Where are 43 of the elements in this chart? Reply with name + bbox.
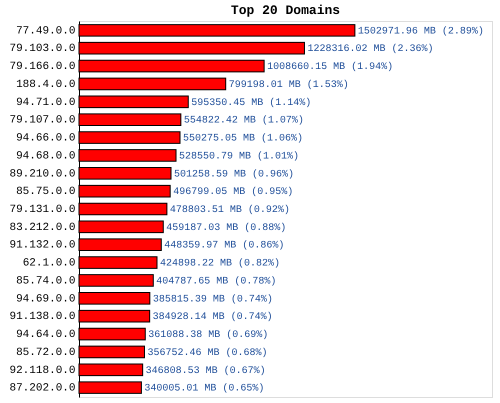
data-label: 361088.38 MB (0.69%) — [148, 329, 268, 342]
data-label: 1008660.15 MB (1.94%) — [267, 61, 394, 74]
y-tick-label: 77.49.0.0 — [16, 25, 76, 38]
y-tick-label: 83.212.0.0 — [9, 222, 76, 234]
data-label: 496799.05 MB (0.95%) — [173, 186, 294, 198]
y-tick-label: 92.118.0.0 — [9, 364, 76, 377]
y-tick-label: 94.68.0.0 — [16, 150, 76, 162]
data-label: 501258.59 MB (0.96%) — [174, 168, 294, 180]
data-label: 478803.51 MB (0.92%) — [170, 204, 290, 216]
data-label: 550275.05 MB (1.06%) — [183, 132, 304, 145]
y-tick-label: 89.210.0.0 — [9, 168, 76, 180]
chart-title: Top 20 Domains — [230, 3, 340, 18]
data-label: 459187.03 MB (0.88%) — [166, 222, 286, 234]
y-tick-label: 79.103.0.0 — [9, 43, 76, 56]
y-tick-label: 85.75.0.0 — [16, 186, 76, 198]
data-label: 404787.65 MB (0.78%) — [156, 275, 276, 288]
data-label: 799198.01 MB (1.53%) — [228, 78, 349, 91]
y-tick-label: 94.69.0.0 — [16, 293, 76, 306]
data-label: 1228316.02 MB (2.36%) — [307, 43, 434, 56]
y-tick-label: 94.71.0.0 — [16, 96, 76, 109]
y-tick-label: 79.166.0.0 — [9, 61, 76, 74]
data-label: 340005.01 MB (0.65%) — [144, 382, 264, 395]
data-label: 595350.45 MB (1.14%) — [191, 96, 312, 109]
data-label: 528550.79 MB (1.01%) — [179, 150, 300, 162]
y-tick-label: 91.138.0.0 — [9, 311, 76, 324]
data-label: 1502971.96 MB (2.89%) — [358, 25, 484, 38]
y-tick-label: 79.131.0.0 — [9, 204, 76, 216]
data-label: 448359.97 MB (0.86%) — [164, 240, 284, 252]
y-tick-label: 94.66.0.0 — [16, 132, 76, 145]
y-tick-label: 87.202.0.0 — [9, 382, 76, 395]
data-label: 384928.14 MB (0.74%) — [152, 311, 273, 324]
data-label: 356752.46 MB (0.68%) — [147, 346, 268, 359]
data-label: 424898.22 MB (0.82%) — [160, 258, 280, 270]
y-tick-label: 94.64.0.0 — [16, 329, 76, 342]
y-tick-label: 188.4.0.0 — [16, 78, 76, 91]
data-label: 385815.39 MB (0.74%) — [152, 293, 273, 306]
y-tick-label: 85.74.0.0 — [16, 275, 76, 288]
y-tick-label: 85.72.0.0 — [16, 346, 76, 359]
y-tick-label: 79.107.0.0 — [9, 114, 76, 127]
y-tick-label: 91.132.0.0 — [9, 240, 76, 252]
data-label: 346808.53 MB (0.67%) — [146, 364, 266, 377]
data-label: 554822.42 MB (1.07%) — [184, 114, 304, 127]
y-tick-label: 62.1.0.0 — [22, 258, 76, 270]
